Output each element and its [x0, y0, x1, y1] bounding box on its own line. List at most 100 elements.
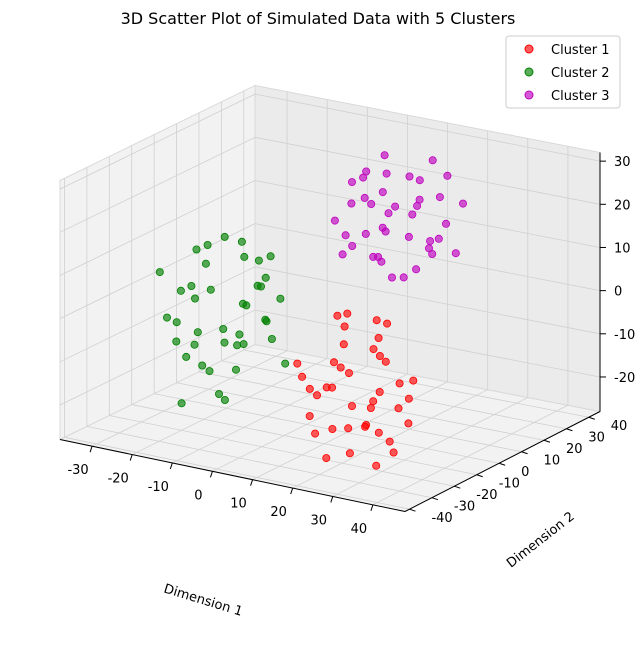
point-cluster-2 [155, 268, 164, 277]
point-cluster-1 [305, 412, 314, 421]
point-cluster-3 [441, 219, 450, 228]
point-cluster-3 [367, 199, 376, 208]
point-cluster-2 [235, 330, 244, 339]
point-cluster-1 [298, 372, 307, 381]
grid-line-x [172, 365, 368, 464]
x-tick-mark [250, 479, 254, 486]
axis-lines [59, 152, 606, 512]
point-cluster-2 [261, 273, 270, 282]
point-cluster-1 [372, 461, 381, 470]
point-cluster-1 [311, 429, 320, 438]
x-axis-line [59, 439, 406, 512]
point-cluster-2 [201, 259, 210, 268]
x-tick-label: 40 [351, 522, 368, 537]
point-cluster-3 [415, 195, 424, 204]
point-cluster-1 [369, 397, 378, 406]
point-cluster-3 [443, 171, 452, 180]
point-cluster-3 [415, 176, 424, 185]
point-cluster-1 [305, 384, 314, 393]
point-cluster-2 [190, 340, 199, 349]
point-cluster-3 [362, 167, 371, 176]
legend-marker-cluster-3 [524, 90, 534, 100]
point-cluster-1 [383, 319, 392, 328]
point-cluster-1 [333, 311, 342, 320]
legend-label-cluster-3: Cluster 3 [551, 89, 610, 104]
point-cluster-2 [193, 328, 202, 337]
grid-line-y [86, 426, 432, 499]
x-tick-mark [209, 471, 213, 478]
x-tick-mark [330, 496, 334, 503]
y-axis-label: Dimension 2 [504, 509, 577, 571]
point-cluster-2 [240, 252, 249, 261]
grid-line-y [176, 382, 522, 453]
point-cluster-2 [187, 281, 196, 290]
y-tick-mark [521, 451, 528, 455]
grid-line-z [59, 180, 256, 276]
point-cluster-3 [404, 232, 413, 241]
grid-lines [59, 90, 601, 510]
point-cluster-2 [219, 324, 228, 333]
x-tick-mark [169, 462, 173, 470]
point-cluster-2 [182, 352, 191, 361]
x-tick-label: 0 [194, 488, 202, 503]
point-cluster-2 [220, 232, 229, 241]
point-cluster-1 [340, 322, 349, 331]
grid-line-z [59, 136, 256, 233]
point-cluster-1 [375, 387, 384, 396]
x-tick-label: -20 [108, 472, 129, 487]
point-cluster-2 [242, 301, 251, 310]
z-tick-label: 20 [614, 198, 631, 213]
point-cluster-1 [336, 363, 345, 372]
point-cluster-2 [172, 318, 181, 327]
x-tick-mark [290, 487, 294, 495]
point-cluster-3 [338, 250, 347, 259]
point-cluster-3 [399, 273, 408, 282]
point-cluster-2 [205, 367, 214, 376]
point-cluster-1 [329, 358, 338, 367]
grid-line-y [221, 360, 567, 430]
grid-line-z [59, 266, 256, 363]
tick-labels: -30-20-10010203040-40-30-20-10010203040-… [67, 155, 635, 537]
point-cluster-1 [347, 402, 356, 411]
point-cluster-3 [330, 216, 339, 225]
grid-line-y [131, 404, 477, 476]
data-points [155, 151, 467, 470]
y-tick-label: 0 [521, 465, 529, 480]
y-tick-mark [409, 508, 416, 512]
y-tick-mark [476, 474, 483, 478]
point-cluster-1 [344, 424, 353, 433]
y-tick-label: -10 [499, 477, 520, 492]
grid-line-x [132, 358, 328, 455]
point-cluster-2 [203, 240, 212, 249]
point-cluster-1 [312, 391, 321, 400]
point-cluster-1 [381, 357, 390, 366]
point-cluster-3 [347, 199, 356, 208]
point-cluster-3 [435, 193, 444, 202]
grid-line-y [154, 393, 500, 464]
x-tick-label: 10 [230, 497, 247, 512]
x-tick-label: 20 [270, 505, 287, 520]
point-cluster-1 [322, 454, 331, 463]
y-tick-label: 20 [566, 442, 583, 457]
y-tick-label: 10 [544, 454, 561, 469]
point-cluster-2 [198, 361, 207, 370]
z-tick-label: 30 [614, 155, 631, 170]
grid-line-x [212, 373, 408, 472]
point-cluster-1 [375, 351, 384, 360]
point-cluster-2 [239, 340, 248, 349]
point-cluster-2 [162, 313, 171, 322]
point-cluster-1 [366, 403, 375, 412]
point-cluster-1 [361, 422, 370, 431]
point-cluster-3 [405, 172, 414, 181]
point-cluster-3 [381, 227, 390, 236]
point-cluster-3 [347, 178, 356, 187]
grid-line-x [332, 397, 528, 497]
point-cluster-3 [387, 273, 396, 282]
point-cluster-2 [192, 245, 201, 254]
grid-line-z [254, 266, 601, 335]
point-cluster-1 [328, 424, 337, 433]
grid-line-z [254, 223, 601, 292]
point-cluster-2 [281, 359, 290, 368]
x-tick-label: 30 [311, 513, 328, 528]
point-cluster-2 [220, 395, 229, 404]
